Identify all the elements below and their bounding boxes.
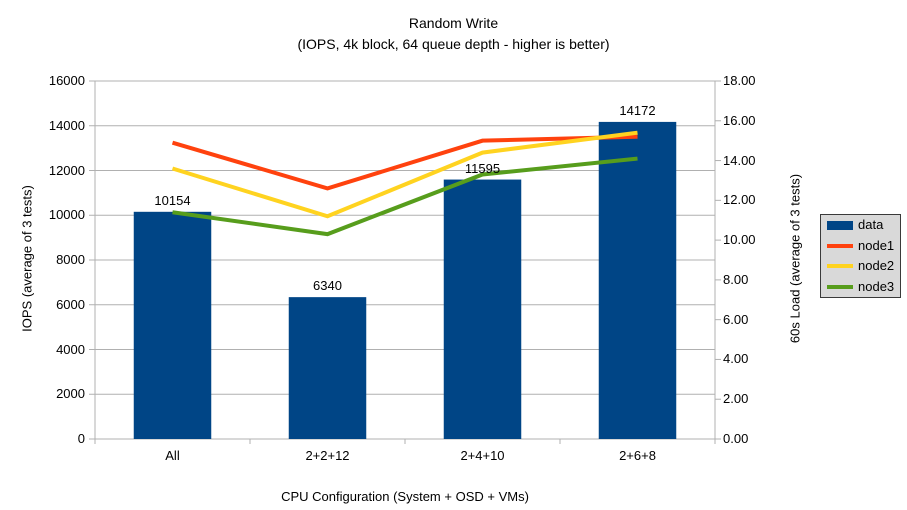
x-axis-category-label: All	[165, 448, 180, 463]
bar	[443, 179, 522, 439]
right-axis-tick-label: 12.00	[723, 192, 756, 208]
chart-title: Random Write	[408, 15, 499, 31]
legend-label: node2	[858, 258, 895, 274]
bar-value-label: 14172	[619, 102, 656, 118]
left-axis-tick-label: 12000	[48, 162, 85, 178]
legend-line-swatch	[827, 243, 853, 248]
chart-subtitle: (IOPS, 4k block, 64 queue depth - higher…	[297, 36, 610, 52]
right-axis-tick-label: 18.00	[723, 73, 756, 88]
right-axis-tick-label: 6.00	[723, 311, 749, 327]
legend-label: data	[858, 217, 884, 233]
legend-item-node1: node1	[827, 236, 900, 257]
left-axis-tick-label: 6000	[56, 296, 85, 312]
right-axis-title: 60s Load (average of 3 tests)	[787, 173, 803, 344]
legend-box-swatch	[827, 220, 853, 230]
left-axis-tick-label: 8000	[56, 252, 85, 267]
legend-line-swatch	[827, 264, 853, 269]
chart-title-block: Random Write (IOPS, 4k block, 64 queue d…	[0, 13, 907, 55]
line-node3	[172, 156, 638, 237]
line-node1	[171, 134, 638, 191]
left-axis-tick-label: 10000	[48, 207, 85, 223]
bar-value-label: 6340	[313, 278, 342, 294]
legend-label: node1	[858, 237, 895, 253]
right-axis-tick-label: 0.00	[723, 431, 749, 446]
left-axis-tick-label: 16000	[48, 73, 85, 88]
left-axis-tick-label: 4000	[56, 341, 85, 357]
left-axis-tick-label: 14000	[48, 117, 85, 133]
x-axis-title: CPU Configuration (System + OSD + VMs)	[281, 489, 529, 504]
right-axis-tick-label: 8.00	[723, 271, 749, 287]
bar-value-label: 11595	[464, 160, 501, 176]
x-axis-category-label: 2+4+10	[460, 448, 505, 463]
right-axis-tick-label: 4.00	[723, 351, 749, 367]
bar	[598, 121, 677, 440]
left-axis-tick-label: 2000	[56, 386, 85, 402]
right-axis-tick-label: 2.00	[723, 391, 749, 407]
legend-item-data: data	[827, 215, 900, 236]
legend-label: node3	[858, 278, 895, 294]
left-axis-tick-label: 0	[77, 431, 85, 446]
bar	[288, 297, 367, 439]
legend-item-node2: node2	[827, 256, 900, 277]
right-axis-tick-label: 10.00	[723, 232, 756, 248]
x-axis-category-label: 2+2+12	[305, 448, 350, 463]
bar-value-label: 10154	[154, 192, 191, 208]
x-axis-category-label: 2+6+8	[619, 448, 656, 463]
legend: data node1 node2 node3	[820, 214, 901, 298]
legend-item-node3: node3	[827, 277, 900, 298]
bar	[133, 211, 212, 439]
right-axis-tick-label: 14.00	[723, 152, 756, 168]
line-node2	[171, 130, 638, 219]
legend-line-swatch	[827, 284, 853, 289]
right-axis-tick-label: 16.00	[723, 112, 756, 128]
